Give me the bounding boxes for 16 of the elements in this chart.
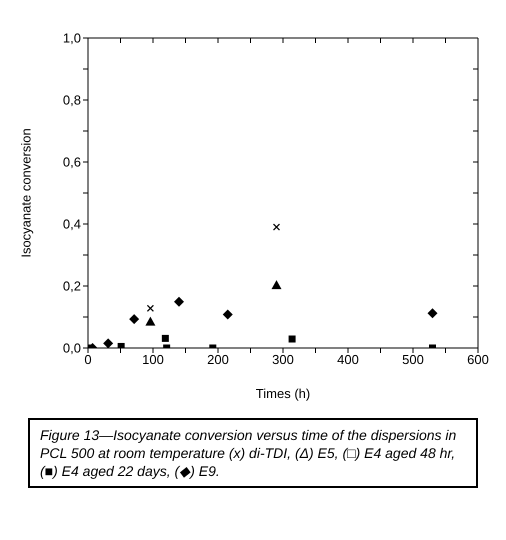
y-tick-label: 0,8 xyxy=(62,92,81,108)
x-tick-label: 600 xyxy=(467,352,489,368)
x-tick-label: 400 xyxy=(337,352,359,368)
y-tick-label: 0,2 xyxy=(62,278,81,294)
x-tick-label: 100 xyxy=(142,352,164,368)
y-tick-label: 1,0 xyxy=(62,30,81,46)
y-tick-label: 0,6 xyxy=(62,154,81,170)
y-tick-label: 0,4 xyxy=(62,216,81,232)
x-tick-label: 200 xyxy=(207,352,229,368)
y-axis-title: Isocyanate conversion xyxy=(18,128,34,258)
x-axis-title: Times (h) xyxy=(256,386,310,401)
x-tick-label: 0 xyxy=(84,352,92,368)
x-tick-label: 500 xyxy=(402,352,424,368)
y-tick-label: 0,0 xyxy=(62,340,81,356)
caption: Figure 13—Isocyanate conversion versus time of the dispersions in PCL 500 at room temperature (x) di-TDI, (Δ) E5, (□) E4 aged 48 hr, (■) E4 aged 22 days, (◆) E9. xyxy=(28,418,478,488)
x-tick-label: 300 xyxy=(272,352,294,368)
